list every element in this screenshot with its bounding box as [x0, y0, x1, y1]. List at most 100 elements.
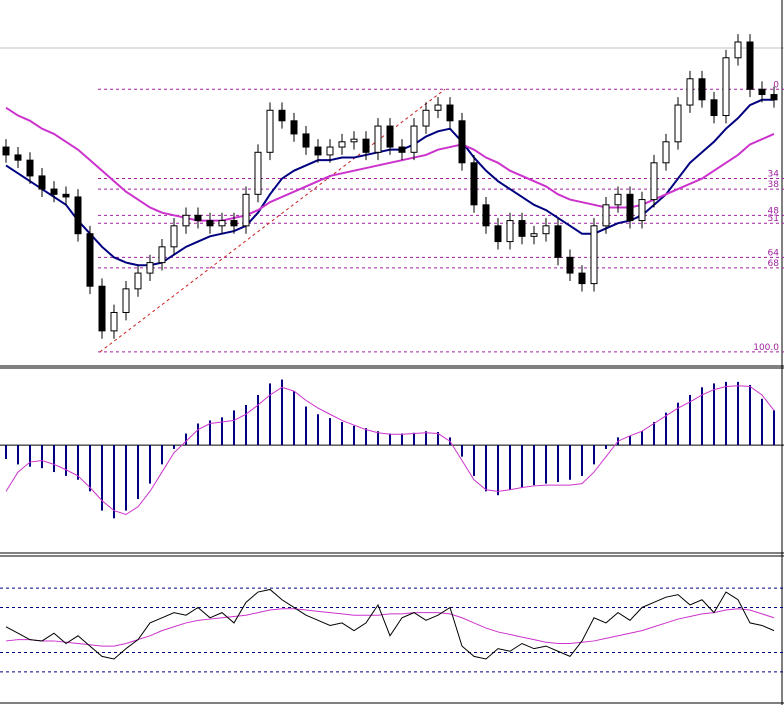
histogram-bar [485, 445, 487, 492]
candle-body [626, 193, 634, 222]
candle-body [482, 204, 490, 227]
candle-body [62, 193, 70, 198]
histogram-bar [5, 445, 7, 459]
histogram-bar [341, 421, 343, 446]
indicator-line [5, 608, 775, 647]
histogram-bar [29, 445, 31, 467]
candle-body [110, 311, 118, 332]
candle-body [542, 225, 550, 235]
candle-body [446, 104, 454, 122]
fib-label: 34 [768, 170, 780, 180]
candle-body [242, 193, 250, 227]
candle-body [686, 78, 694, 106]
candle-body [74, 196, 82, 235]
candle-body [326, 146, 334, 156]
candle-body [410, 125, 418, 153]
candle-body [254, 151, 262, 195]
histogram-bar [137, 445, 139, 500]
fib-label: 48 [768, 206, 780, 216]
candle-body [206, 220, 214, 227]
candle-body [734, 41, 742, 59]
histogram-bar [737, 381, 739, 446]
candle-body [14, 154, 22, 161]
histogram-bar [113, 445, 115, 519]
candle-body [578, 272, 586, 285]
candle-body [38, 175, 46, 190]
histogram-bar [689, 394, 691, 446]
histogram-bar [413, 432, 415, 446]
histogram-bar [305, 406, 307, 446]
histogram-bar [89, 445, 91, 492]
candle-body [554, 225, 562, 258]
histogram-bar [677, 402, 679, 446]
candle-body [98, 285, 106, 332]
histogram-bar [521, 445, 523, 488]
candle-body [266, 109, 274, 153]
candle-body [350, 138, 358, 143]
candle-body [506, 220, 514, 243]
indicator-line [5, 106, 775, 222]
candle-body [458, 120, 466, 164]
candle-body [218, 220, 226, 227]
candle-body [722, 57, 730, 117]
candle-body [746, 41, 754, 90]
candle-body [230, 220, 238, 227]
histogram-bar [353, 425, 355, 446]
histogram-bar [509, 445, 511, 490]
histogram-bar [713, 383, 715, 446]
candle-body [182, 214, 190, 227]
histogram-bar [497, 445, 499, 496]
candle-body [650, 162, 658, 201]
candle-body [50, 188, 58, 195]
histogram-bar [545, 445, 547, 484]
histogram-bar [53, 445, 55, 473]
candle-body [602, 204, 610, 227]
histogram-bar [245, 405, 247, 446]
indicator-line [5, 385, 775, 516]
histogram-bar [581, 445, 583, 476]
fib-label: 64 [768, 248, 780, 258]
histogram-bar [365, 428, 367, 446]
fib-label: 0 [773, 80, 779, 90]
histogram-bar [725, 381, 727, 446]
histogram-bar [389, 433, 391, 446]
histogram-bar [269, 383, 271, 446]
histogram-bar [257, 394, 259, 446]
histogram-bar [641, 431, 643, 446]
histogram-bar [653, 421, 655, 446]
histogram-bar [569, 445, 571, 480]
candle-body [278, 109, 286, 122]
histogram-bar [293, 391, 295, 446]
candle-body [758, 88, 766, 96]
histogram-bar [221, 417, 223, 446]
candle-body [638, 199, 646, 222]
candle-body [614, 193, 622, 206]
candle-body [146, 262, 154, 274]
candle-body [530, 233, 538, 237]
candle-body [26, 159, 34, 177]
candle-body [338, 141, 346, 148]
candle-body [290, 120, 298, 135]
fib-label: 68 [768, 259, 780, 269]
histogram-bar [197, 423, 199, 446]
histogram-bar [773, 410, 775, 446]
candle-body [662, 141, 670, 164]
candle-body [674, 104, 682, 143]
histogram-bar [605, 445, 607, 449]
candle-body [2, 146, 10, 156]
histogram-bar [557, 445, 559, 483]
histogram-bar [161, 445, 163, 465]
histogram-bar [173, 445, 175, 449]
candle-body [710, 99, 718, 117]
histogram-bar [377, 431, 379, 446]
histogram-bar [425, 431, 427, 446]
histogram-bar [533, 445, 535, 486]
candle-body [422, 109, 430, 127]
histogram-bar [41, 445, 43, 469]
candle-body [518, 220, 526, 237]
fib-label: 51 [768, 214, 779, 224]
fib-label: 38 [768, 180, 780, 190]
candle-body [398, 146, 406, 153]
candle-body [122, 288, 130, 313]
